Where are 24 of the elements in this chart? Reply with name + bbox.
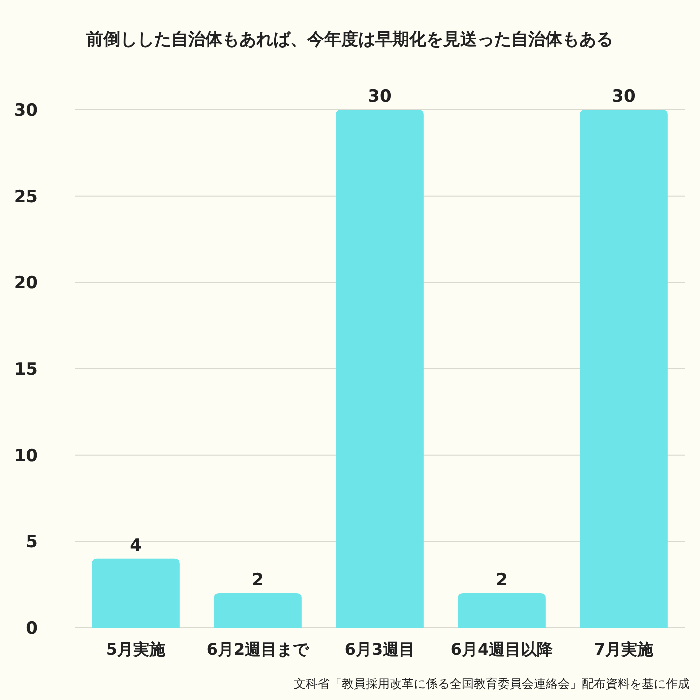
y-tick-label: 5 xyxy=(26,532,38,553)
text: 文科省「教員採用改革に係る全国教育委員会連絡会」配布資料を基に作成 xyxy=(294,677,690,691)
bar xyxy=(580,110,668,628)
data-label: 30 xyxy=(612,87,636,107)
y-tick-label: 25 xyxy=(14,187,38,208)
x-tick-label: 6月3週目 xyxy=(344,640,416,659)
x-tick-label: 5月実施 xyxy=(106,640,167,659)
data-label: 30 xyxy=(368,87,392,107)
y-tick-label: 30 xyxy=(14,101,38,121)
x-tick-label: 7月実施 xyxy=(594,640,655,659)
y-tick-label: 10 xyxy=(14,446,38,466)
x-tick-label: 6月4週目以降 xyxy=(450,640,554,659)
y-tick-label: 20 xyxy=(14,274,38,294)
bar xyxy=(336,110,424,628)
y-tick-label: 15 xyxy=(14,360,38,380)
bar xyxy=(214,593,302,628)
data-label: 2 xyxy=(252,570,264,590)
y-tick-label: 0 xyxy=(26,619,38,639)
bar xyxy=(92,558,180,628)
chart-title: 前倒しした自治体もあれば、今年度は早期化を見送った自治体もある xyxy=(86,30,614,50)
data-label: 2 xyxy=(496,570,508,590)
data-label: 4 xyxy=(130,536,142,556)
bar xyxy=(458,593,546,628)
x-tick-label: 6月2週目まで xyxy=(206,640,310,659)
